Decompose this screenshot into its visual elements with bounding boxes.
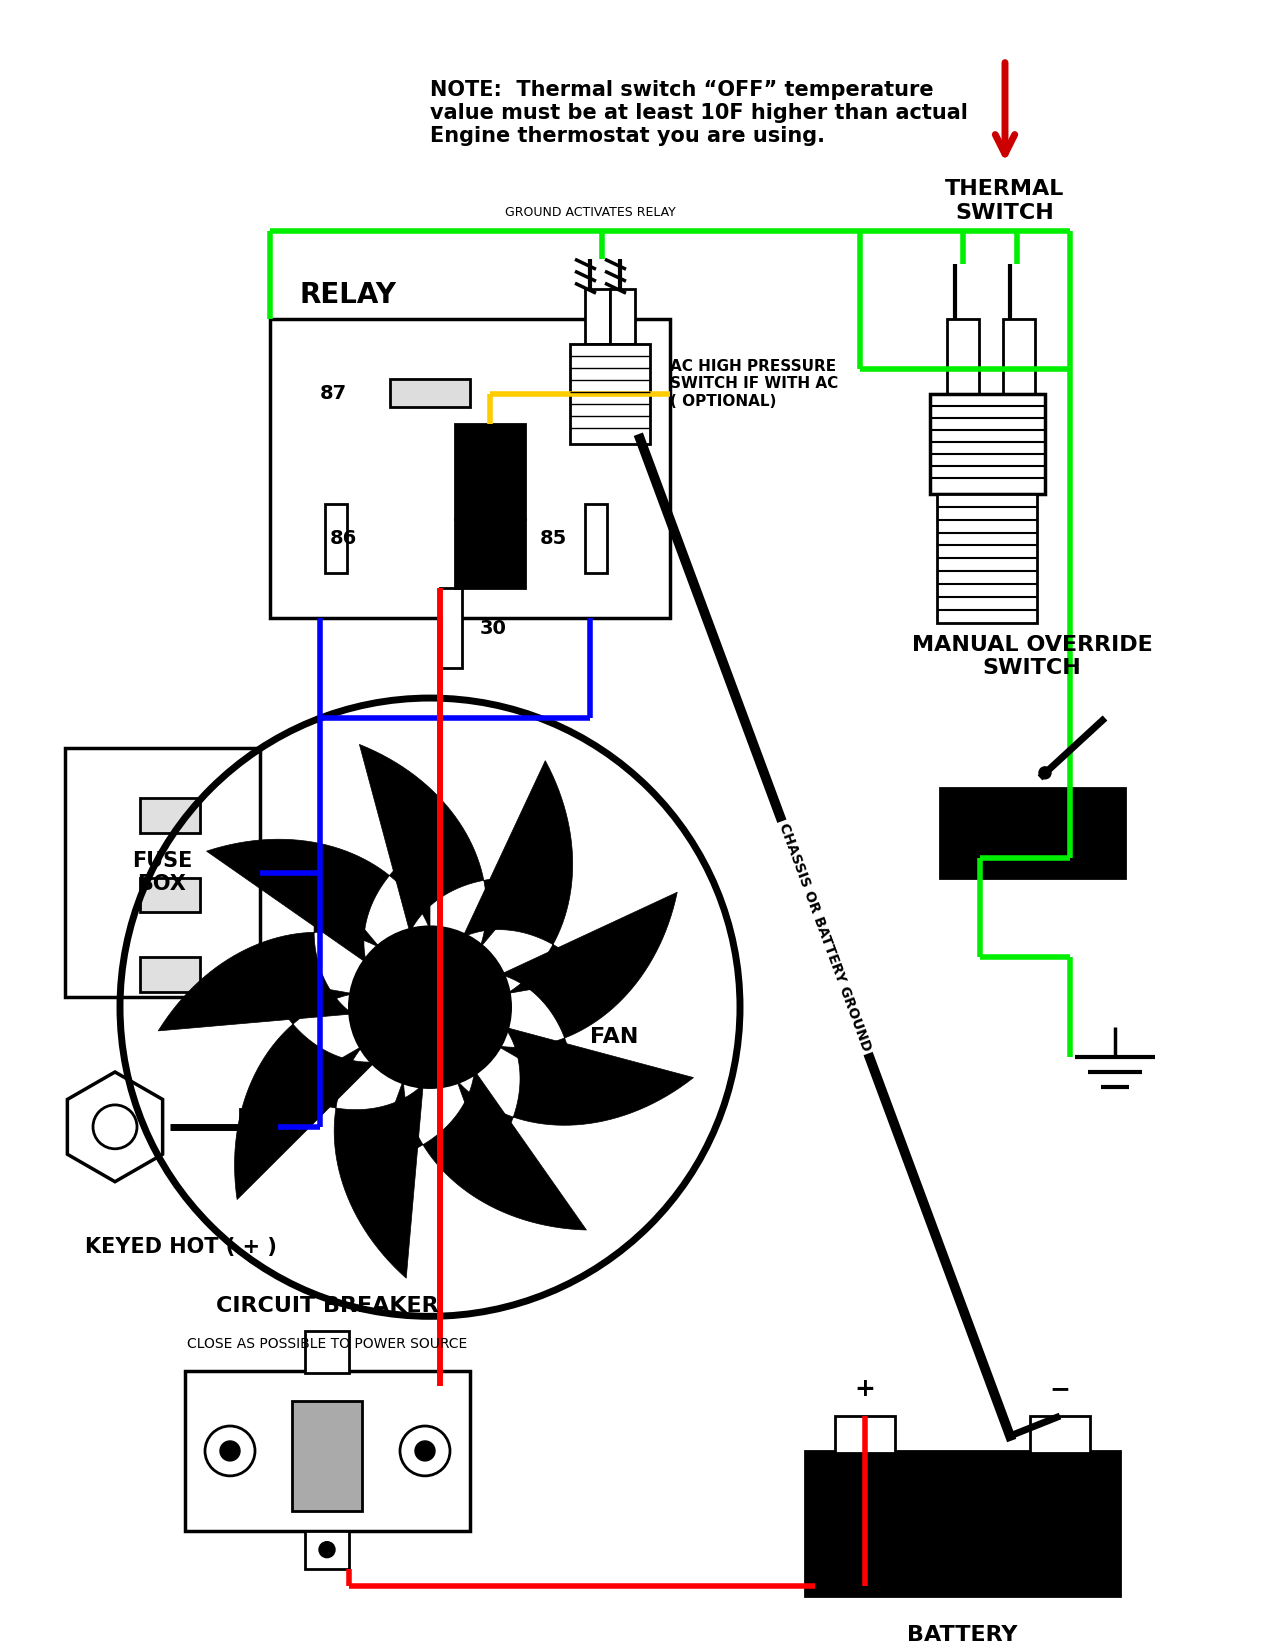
Text: AC HIGH PRESSURE
SWITCH IF WITH AC
( OPTIONAL): AC HIGH PRESSURE SWITCH IF WITH AC ( OPT… (669, 360, 838, 409)
Bar (185, 1371, 470, 1531)
Text: NOTE:  Thermal switch “OFF” temperature
value must be at least 10F higher than a: NOTE: Thermal switch “OFF” temperature v… (430, 79, 968, 147)
Bar (455, 424, 525, 518)
Bar (947, 318, 979, 394)
Text: GROUND ACTIVATES RELAY: GROUND ACTIVATES RELAY (505, 206, 676, 219)
Text: 86: 86 (330, 530, 357, 548)
Circle shape (221, 1440, 240, 1460)
Text: BATTERY: BATTERY (907, 1625, 1017, 1645)
Polygon shape (287, 1046, 423, 1279)
Bar (140, 957, 200, 992)
Circle shape (319, 1541, 335, 1558)
Polygon shape (463, 761, 593, 993)
Circle shape (349, 927, 510, 1087)
Bar (292, 1401, 362, 1511)
Circle shape (1039, 767, 1051, 779)
Bar (570, 345, 650, 444)
Circle shape (414, 1440, 435, 1460)
Circle shape (93, 1106, 136, 1148)
Text: THERMAL
SWITCH: THERMAL SWITCH (945, 180, 1065, 223)
Text: CHASSIS OR BATTERY GROUND: CHASSIS OR BATTERY GROUND (776, 822, 873, 1053)
Bar (390, 380, 470, 408)
Bar (609, 289, 635, 345)
Bar (585, 289, 609, 345)
Bar (440, 589, 462, 668)
Polygon shape (497, 893, 677, 1089)
Circle shape (400, 1426, 450, 1475)
Bar (240, 1109, 278, 1145)
Polygon shape (207, 840, 430, 964)
Text: FAN: FAN (590, 1026, 639, 1048)
Bar (140, 878, 200, 912)
Bar (270, 318, 669, 619)
Polygon shape (456, 1028, 694, 1162)
Bar (805, 1450, 1119, 1596)
Bar (835, 1416, 895, 1454)
Text: 85: 85 (541, 530, 567, 548)
Text: FUSE
BOX: FUSE BOX (131, 851, 193, 894)
Bar (455, 518, 525, 589)
Bar (1003, 318, 1035, 394)
Bar (140, 797, 200, 833)
Bar (65, 747, 260, 997)
Circle shape (205, 1426, 255, 1475)
Polygon shape (374, 1071, 586, 1229)
Polygon shape (360, 744, 537, 949)
Text: KEYED HOT ( + ): KEYED HOT ( + ) (85, 1236, 277, 1257)
Bar (305, 1332, 349, 1373)
Text: CLOSE AS POSSIBLE TO POWER SOURCE: CLOSE AS POSSIBLE TO POWER SOURCE (187, 1336, 467, 1351)
Text: MANUAL OVERRIDE
SWITCH: MANUAL OVERRIDE SWITCH (912, 635, 1153, 678)
Bar (305, 1531, 349, 1569)
Text: −: − (1049, 1378, 1071, 1401)
Polygon shape (68, 1072, 163, 1181)
Polygon shape (235, 978, 375, 1200)
Bar (929, 394, 1046, 493)
Bar (1030, 1416, 1090, 1454)
Text: CIRCUIT BREAKER: CIRCUIT BREAKER (215, 1297, 439, 1317)
Text: 87: 87 (320, 384, 347, 403)
Polygon shape (158, 881, 380, 1031)
Text: +: + (854, 1378, 876, 1401)
Bar (937, 493, 1037, 624)
Text: 30: 30 (479, 619, 507, 639)
Bar (585, 503, 607, 574)
Text: RELAY: RELAY (300, 280, 397, 309)
Bar (940, 787, 1125, 878)
Bar (325, 503, 347, 574)
